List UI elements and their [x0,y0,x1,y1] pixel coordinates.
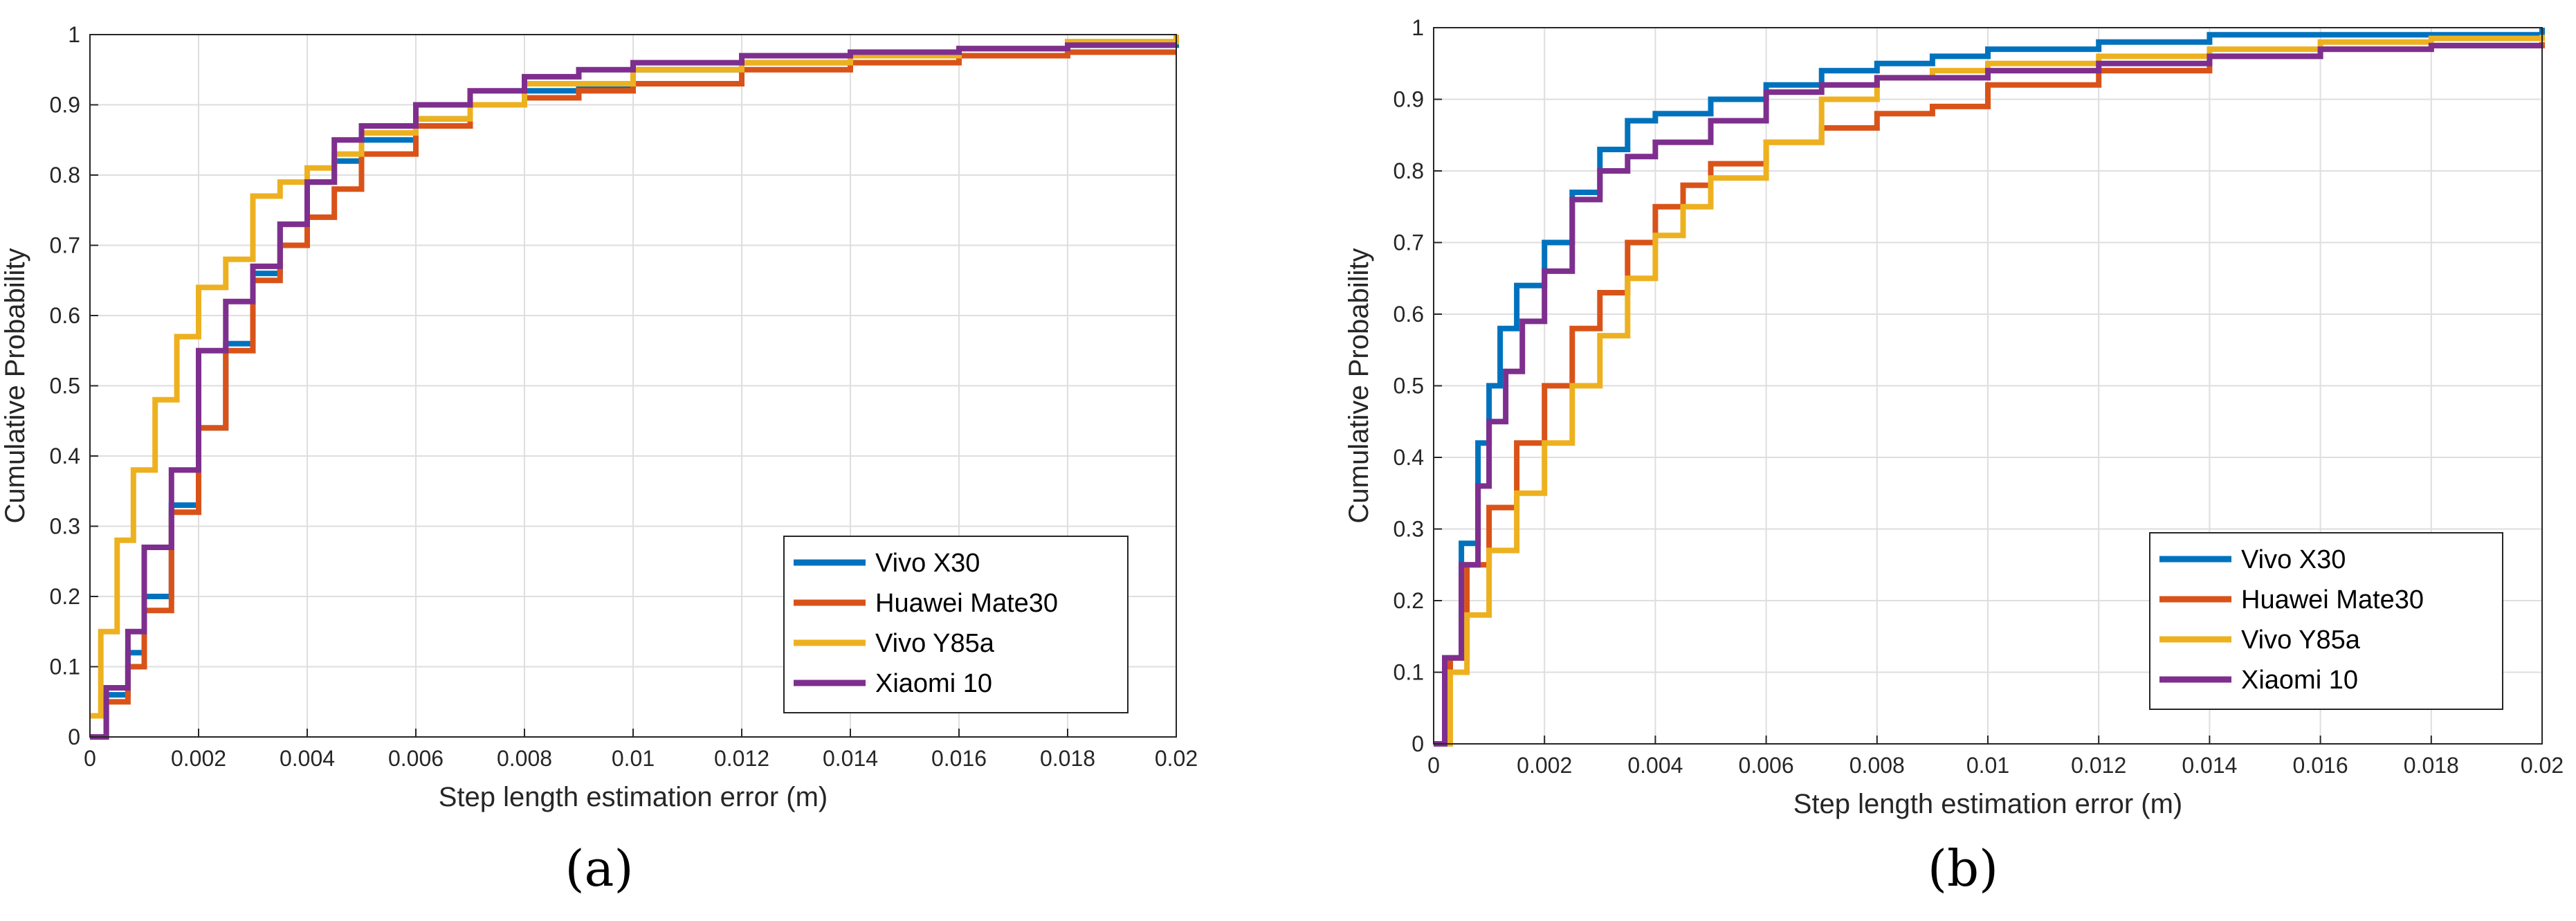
y-tick-label: 0.1 [1394,660,1424,685]
x-tick-label: 0.004 [280,746,335,771]
y-tick-label: 1 [68,22,80,47]
y-tick-label: 0.4 [1394,445,1424,470]
y-tick-label: 0.5 [1394,374,1424,399]
x-tick-label: 0.002 [1517,753,1572,778]
x-tick-label: 0.02 [2521,753,2564,778]
chart-panel-b: 0 0.002 0.004 0.006 0.008 0.01 0.012 0.014 0.016… [1344,15,2564,897]
y-tick-label: 0.3 [1394,517,1424,542]
series-line-xiaomi-10 [90,42,1176,740]
y-tick-label: 0.7 [1394,230,1424,255]
series-line-xiaomi-10 [1434,42,2542,747]
chart-panel-a: 0 0.002 0.004 0.006 0.008 0.01 0.012 0.014 0.016… [0,22,1198,897]
x-tick-label: 0 [84,746,96,771]
y-tick-label: 0.8 [50,163,80,188]
x-tick-label: 0.016 [2293,753,2348,778]
y-tick-label: 0.9 [1394,87,1424,112]
y-tick-label: 0 [68,724,80,749]
y-tick-label: 0.5 [50,374,80,399]
y-tick-label: 0.2 [1394,588,1424,613]
x-tick-label: 0.002 [171,746,226,771]
y-tick-label: 0 [1412,731,1424,756]
x-tick-label: 0.012 [714,746,769,771]
x-tick-label: 0.018 [1040,746,1095,771]
x-tick-label: 0.01 [612,746,655,771]
legend-label-xiaomi-10: Xiaomi 10 [875,669,992,698]
legend-label-huawei-mate30: Huawei Mate30 [875,589,1058,618]
y-tick-label: 0.3 [50,514,80,539]
x-tick-label: 0.012 [2071,753,2126,778]
y-axis-label: Cumulative Probability [1344,248,1374,524]
x-axis-label: Step length estimation error (m) [439,782,828,812]
y-tick-label: 0.9 [50,93,80,118]
x-tick-label: 0.008 [1849,753,1905,778]
x-tick-label: 0.016 [931,746,987,771]
y-tick-label: 0.2 [50,584,80,609]
x-tick-label: 0.006 [1739,753,1794,778]
legend-label-vivo-x30: Vivo X30 [2241,545,2346,574]
x-tick-label: 0 [1427,753,1440,778]
y-tick-label: 1 [1412,15,1424,40]
y-axis-label: Cumulative Probability [0,248,30,524]
legend-label-vivo-x30: Vivo X30 [875,549,980,578]
legend-label-huawei-mate30: Huawei Mate30 [2241,585,2424,614]
y-tick-label: 0.7 [50,233,80,258]
legend-label-vivo-y85a: Vivo Y85a [875,629,995,658]
x-axis-label: Step length estimation error (m) [1793,789,2182,819]
axes-box [89,34,1177,738]
y-tick-label: 0.6 [50,303,80,328]
axes-box [1433,27,2543,745]
legend-label-xiaomi-10: Xiaomi 10 [2241,666,2358,695]
x-tick-label: 0.01 [1966,753,2009,778]
x-tick-label: 0.018 [2404,753,2459,778]
y-tick-label: 0.4 [50,444,80,468]
y-tick-label: 0.1 [50,655,80,680]
x-tick-label: 0.006 [388,746,444,771]
series-line-huawei-mate30 [90,49,1176,740]
y-tick-label: 0.8 [1394,158,1424,183]
y-tick-label: 0.6 [1394,302,1424,327]
legend-label-vivo-y85a: Vivo Y85a [2241,626,2361,655]
x-tick-label: 0.02 [1155,746,1198,771]
x-tick-label: 0.008 [497,746,552,771]
x-tick-label: 0.014 [823,746,878,771]
panel-label-b: (b) [1928,839,1998,897]
x-tick-label: 0.014 [2182,753,2237,778]
x-tick-label: 0.004 [1627,753,1683,778]
panel-label-a: (a) [565,839,633,897]
